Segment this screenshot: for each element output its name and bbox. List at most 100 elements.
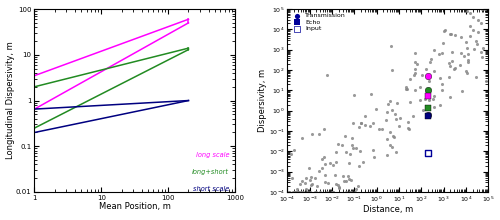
Point: [464, 60, 471, 63]
Legend: Transmission, Echo, Input: Transmission, Echo, Input: [290, 12, 346, 32]
Point: [320, 156, 328, 159]
Point: [448, 50, 456, 54]
Point: [410, 89, 418, 92]
Point: [332, 151, 340, 154]
Point: [306, 184, 314, 187]
Point: [342, 190, 349, 194]
Point: [451, 66, 459, 70]
Point: [402, 87, 410, 90]
Point: [329, 164, 337, 167]
Point: [346, 190, 354, 194]
Point: [382, 118, 390, 121]
Point: [404, 88, 411, 91]
Point: [324, 181, 332, 185]
Point: [424, 113, 432, 116]
Point: [386, 45, 394, 48]
Point: [312, 176, 320, 180]
Point: [344, 177, 352, 181]
Point: [308, 132, 316, 136]
Point: [308, 183, 316, 186]
Point: [474, 18, 482, 22]
Point: [470, 47, 478, 51]
Point: [386, 100, 394, 103]
Point: [298, 136, 306, 139]
Point: [406, 101, 414, 104]
Point: [326, 161, 334, 164]
Point: [388, 146, 396, 149]
Point: [458, 89, 466, 92]
Point: [348, 146, 356, 150]
Point: [392, 117, 400, 121]
Point: [476, 50, 484, 54]
Point: [334, 142, 342, 146]
Point: [372, 107, 380, 111]
Point: [294, 190, 302, 194]
Point: [439, 41, 447, 44]
Point: [410, 73, 418, 77]
Point: [416, 98, 424, 102]
Point: [478, 55, 486, 58]
Point: [436, 103, 444, 107]
Point: [444, 62, 452, 65]
Point: [421, 97, 429, 101]
Point: [466, 34, 474, 38]
Point: [418, 73, 426, 77]
Point: [447, 33, 455, 36]
Point: [312, 185, 320, 188]
Y-axis label: Longitudinal Dispersivity, m: Longitudinal Dispersivity, m: [6, 42, 15, 160]
Point: [412, 72, 420, 75]
Point: [446, 96, 454, 99]
Point: [295, 190, 303, 194]
Point: [292, 190, 300, 194]
Point: [350, 94, 358, 97]
Point: [344, 174, 352, 177]
Point: [456, 63, 464, 67]
Point: [298, 179, 306, 183]
Point: [302, 187, 310, 191]
Y-axis label: Dispersivity, m: Dispersivity, m: [258, 69, 267, 132]
Point: [424, 114, 432, 118]
Point: [384, 110, 392, 114]
Point: [391, 112, 399, 116]
Point: [440, 29, 448, 33]
Point: [404, 126, 412, 130]
Point: [430, 95, 438, 98]
Point: [430, 106, 438, 109]
Point: [290, 149, 298, 152]
Point: [293, 190, 301, 194]
Point: [288, 176, 296, 180]
Point: [302, 176, 310, 180]
Point: [285, 190, 293, 194]
Point: [329, 190, 337, 194]
Point: [356, 164, 364, 168]
Point: [348, 178, 356, 182]
Point: [342, 179, 350, 182]
Point: [468, 28, 476, 32]
Point: [332, 160, 340, 163]
Point: [383, 153, 391, 156]
Point: [330, 190, 338, 194]
Point: [478, 21, 486, 25]
Point: [288, 190, 296, 194]
Point: [450, 33, 458, 36]
Point: [292, 187, 300, 191]
Point: [362, 114, 370, 118]
Point: [306, 178, 314, 182]
Point: [482, 79, 490, 83]
Point: [299, 190, 307, 194]
Point: [392, 150, 400, 153]
Point: [375, 127, 383, 130]
Point: [296, 190, 304, 194]
Point: [389, 134, 397, 138]
Point: [311, 190, 319, 194]
Point: [438, 82, 446, 86]
Point: [426, 80, 434, 83]
Point: [378, 127, 386, 131]
Point: [306, 190, 314, 194]
Point: [354, 184, 362, 187]
Point: [321, 180, 329, 183]
Point: [386, 130, 394, 134]
Point: [352, 187, 360, 190]
Point: [441, 29, 449, 32]
Point: [390, 135, 398, 139]
